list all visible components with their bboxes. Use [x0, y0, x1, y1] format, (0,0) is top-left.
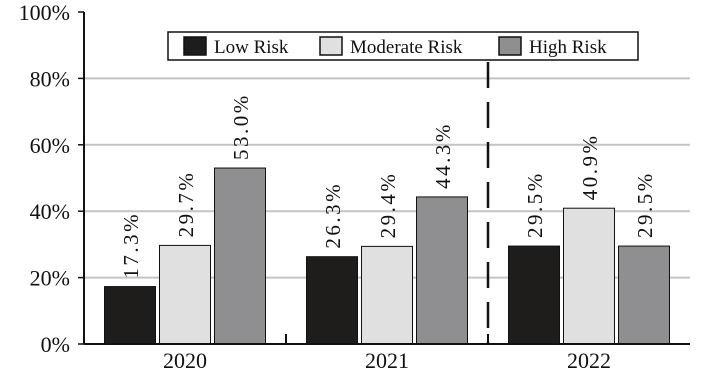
y-tick-label: 40%	[30, 199, 70, 224]
y-tick-label: 60%	[30, 133, 70, 158]
data-label: 40.9%	[578, 133, 602, 200]
y-tick-label: 80%	[30, 66, 70, 91]
legend-box	[167, 31, 639, 61]
bar-low-risk-2022	[508, 245, 560, 345]
legend: Low Risk Moderate Risk High Risk	[167, 31, 639, 61]
y-tick-label: 0%	[41, 332, 70, 357]
x-tick-label: 2021	[365, 348, 409, 370]
bar-low-risk-2020	[104, 286, 156, 345]
axes: 0% 20% 40% 60% 80% 100% 2020 2021 2022	[19, 0, 690, 370]
bars: 17.3% 29.7% 53.0% 26.3% 29.4% 44.3% 29.5% 40.9%…	[104, 93, 670, 345]
legend-label: High Risk	[529, 37, 607, 58]
data-label: 44.3%	[431, 122, 455, 189]
legend-label: Moderate Risk	[350, 37, 463, 58]
legend-swatch	[183, 36, 207, 56]
bar-moderate-risk-2020	[159, 244, 211, 345]
legend-swatch	[498, 36, 522, 56]
bar-high-risk-2022	[618, 245, 670, 345]
data-label: 26.3%	[321, 182, 345, 249]
bar-high-risk-2020	[214, 167, 266, 345]
legend-label: Low Risk	[214, 37, 289, 58]
data-label: 53.0%	[229, 93, 253, 160]
bar-moderate-risk-2022	[563, 207, 615, 345]
bar-low-risk-2021	[306, 256, 358, 345]
bar-moderate-risk-2021	[361, 245, 413, 345]
data-label: 17.3%	[119, 212, 143, 279]
x-tick-label: 2020	[163, 348, 207, 370]
bar-high-risk-2021	[416, 196, 468, 345]
data-label: 29.4%	[376, 172, 400, 239]
data-label: 29.5%	[523, 171, 547, 238]
y-tick-label: 20%	[30, 266, 70, 291]
legend-swatch	[319, 36, 343, 56]
x-tick-label: 2022	[567, 348, 611, 370]
y-tick-label: 100%	[19, 0, 70, 25]
data-label: 29.5%	[633, 171, 657, 238]
data-label: 29.7%	[174, 171, 198, 238]
